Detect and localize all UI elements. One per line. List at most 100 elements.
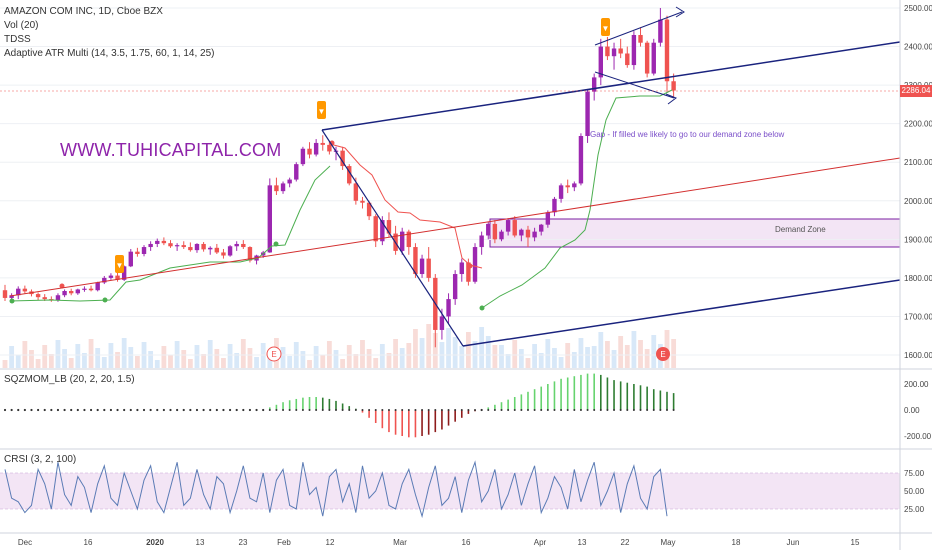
volume-bar [42, 345, 48, 368]
volume-bar [426, 324, 432, 368]
candle [446, 299, 451, 317]
momentum-tick-label: -200.00 [904, 432, 932, 441]
time-tick-label: 2020 [146, 538, 164, 547]
volume-bar [75, 344, 81, 368]
squeeze-dot [315, 409, 318, 411]
squeeze-dot [262, 408, 265, 412]
tdss-legend[interactable]: TDSS [4, 34, 31, 45]
volume-bar [194, 345, 200, 368]
candle [161, 240, 167, 244]
crsi-title[interactable]: CRSI (3, 2, 100) [4, 454, 77, 465]
candle [479, 235, 484, 248]
candle [214, 247, 220, 253]
candle [651, 42, 656, 74]
time-tick-label: 13 [578, 538, 587, 547]
candle [525, 229, 531, 238]
candle [552, 198, 557, 213]
candle [472, 247, 478, 282]
volume-bar [432, 333, 438, 368]
candle [201, 243, 206, 250]
volume-bar [393, 339, 398, 368]
squeeze-dot [447, 409, 450, 411]
candle [492, 223, 498, 240]
volume-bar [340, 359, 346, 368]
squeeze-dot [672, 409, 675, 411]
candle [419, 258, 425, 275]
volume-bar [452, 337, 458, 368]
candle [247, 247, 253, 261]
squeeze-dot [109, 408, 113, 412]
volume-bar [95, 348, 101, 368]
squeeze-dot [182, 408, 185, 412]
candle [55, 295, 61, 301]
volume-bar [128, 347, 134, 368]
price-pane: ▼ ▼ ▼ E E 1600.00 1700.00 1800.00 1900.00 20… [0, 4, 932, 368]
volume-bar [287, 356, 293, 368]
time-tick-label: Feb [277, 538, 291, 547]
squeeze-dot [632, 409, 635, 411]
time-axis: Dec 16 2020 13 23 Feb 12 Mar 16 Apr 13 22 May 18 Jun 15 [18, 538, 860, 547]
volume-bar [624, 345, 630, 368]
squeeze-dot [626, 409, 629, 411]
candle [638, 34, 643, 43]
atr-legend[interactable]: Adaptive ATR Multi (14, 3.5, 1.75, 60, 1… [4, 48, 215, 59]
squeeze-dot [474, 409, 477, 411]
squeeze-dot [520, 409, 523, 411]
squeeze-dot [202, 408, 205, 412]
squeeze-dot [149, 408, 152, 412]
tdss-sell-marker [317, 101, 326, 119]
candle [572, 183, 577, 188]
squeeze-dot [222, 408, 225, 412]
volume-bar [48, 354, 54, 368]
volume-bar [585, 347, 590, 368]
time-tick-label: 23 [239, 538, 248, 547]
upper-channel-line [321, 41, 901, 131]
symbol-title[interactable]: AMAZON COM INC, 1D, Cboe BZX [4, 6, 163, 17]
volume-bar [353, 354, 359, 368]
squeeze-dot [368, 409, 371, 411]
volume-bar [187, 359, 193, 368]
candle [380, 220, 385, 242]
volume-bar [29, 350, 34, 368]
candle [598, 46, 603, 78]
squeeze-dot [487, 409, 490, 411]
candle [486, 223, 491, 236]
price-tick-label: 1800.00 [904, 274, 932, 283]
price-axis: 1600.00 1700.00 1800.00 1900.00 2000.00 2100.… [904, 4, 932, 360]
tdss-markers: ▼ ▼ ▼ [115, 18, 610, 273]
volume-bar [552, 348, 557, 368]
demand-zone [489, 218, 901, 248]
squeeze-dot [23, 408, 26, 412]
squeeze-dot [434, 409, 437, 411]
wedge-lower-arrow [665, 93, 678, 105]
earnings-markers[interactable]: E E [266, 346, 670, 362]
candle [241, 243, 246, 248]
squeeze-dot [215, 408, 218, 412]
candle [327, 144, 332, 152]
momentum-title[interactable]: SQZMOM_LB (20, 2, 20, 1.5) [4, 374, 135, 385]
candle [234, 243, 239, 247]
squeeze-dot [169, 408, 172, 412]
squeeze-dot [242, 408, 245, 412]
candle [618, 48, 623, 54]
squeeze-dot [573, 409, 576, 411]
candle [168, 243, 173, 247]
gap-note: Gap - If filled we likely to go to our d… [590, 130, 785, 139]
candle [16, 288, 21, 296]
squeeze-dot [301, 409, 304, 411]
volume-bar [88, 339, 94, 368]
volume-legend[interactable]: Vol (20) [4, 20, 39, 31]
squeeze-dot [282, 409, 285, 411]
squeeze-dot [195, 408, 199, 412]
crsi-line [4, 460, 668, 519]
squeeze-dot [268, 409, 271, 411]
squeeze-dot [401, 409, 404, 411]
squeeze-dot [546, 409, 549, 411]
lower-channel-line [462, 279, 901, 347]
candle [406, 231, 412, 248]
volume-bar [201, 354, 206, 368]
candle [591, 77, 597, 92]
crsi-tick-label: 50.00 [904, 487, 925, 496]
squeeze-dot [123, 408, 126, 412]
